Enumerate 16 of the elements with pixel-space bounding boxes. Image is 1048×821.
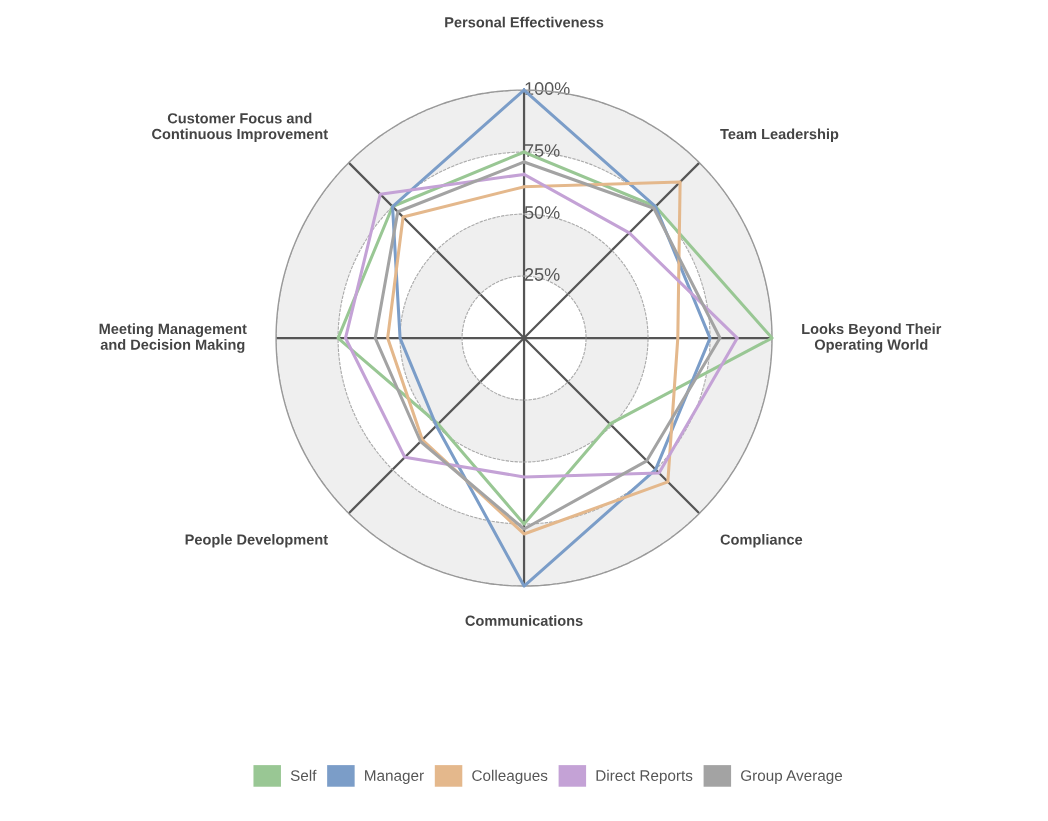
spoke-label: Customer Focus and Continuous Improvement (152, 112, 328, 143)
y-tick-label: 75% (524, 144, 560, 157)
legend-label: Manager (365, 770, 424, 785)
spoke-label: Team Leadership (720, 128, 839, 143)
spoke-label: Personal Effectiveness (445, 16, 604, 28)
spoke-label: Compliance (720, 534, 803, 548)
legend-label: Group Average (741, 770, 843, 785)
spoke-label: Meeting Management and Decision Making (99, 323, 247, 353)
legend-label: Direct Reports (596, 769, 693, 785)
legend-label: Colleagues (472, 769, 548, 785)
legend-label: Self (290, 769, 317, 781)
spoke-label: People Development (185, 534, 328, 548)
y-tick-label: 50% (524, 206, 560, 219)
spoke-label: Communications (465, 615, 583, 626)
y-tick-label: 25% (524, 268, 560, 281)
spoke-label: Looks Beyond Their Operating World (802, 323, 942, 353)
